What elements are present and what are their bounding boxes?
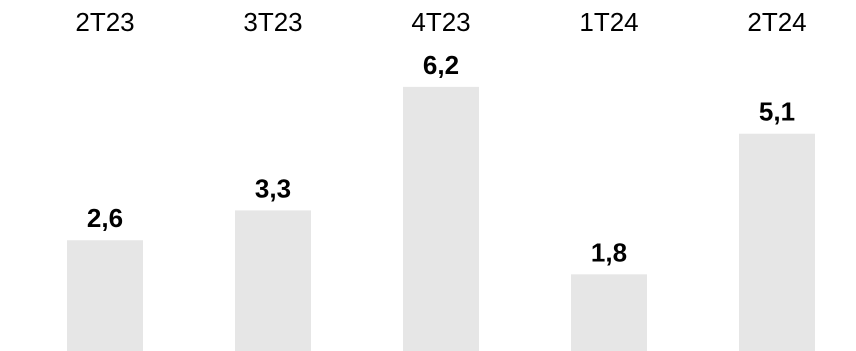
- bar-2t23: [67, 240, 143, 351]
- bar-1t24: [571, 274, 647, 351]
- category-label-3t23: 3T23: [243, 7, 302, 37]
- bar-4t23: [403, 86, 479, 351]
- value-label-3t23: 3,3: [255, 173, 291, 203]
- value-label-2t24: 5,1: [759, 97, 795, 127]
- value-label-2t23: 2,6: [87, 203, 123, 233]
- value-label-1t24: 1,8: [591, 237, 627, 267]
- value-label-4t23: 6,2: [423, 50, 459, 80]
- bar-3t23: [235, 210, 311, 351]
- category-label-4t23: 4T23: [411, 7, 470, 37]
- category-label-2t24: 2T24: [747, 7, 806, 37]
- category-label-1t24: 1T24: [579, 7, 638, 37]
- category-label-2t23: 2T23: [75, 7, 134, 37]
- bar-2t24: [739, 133, 815, 351]
